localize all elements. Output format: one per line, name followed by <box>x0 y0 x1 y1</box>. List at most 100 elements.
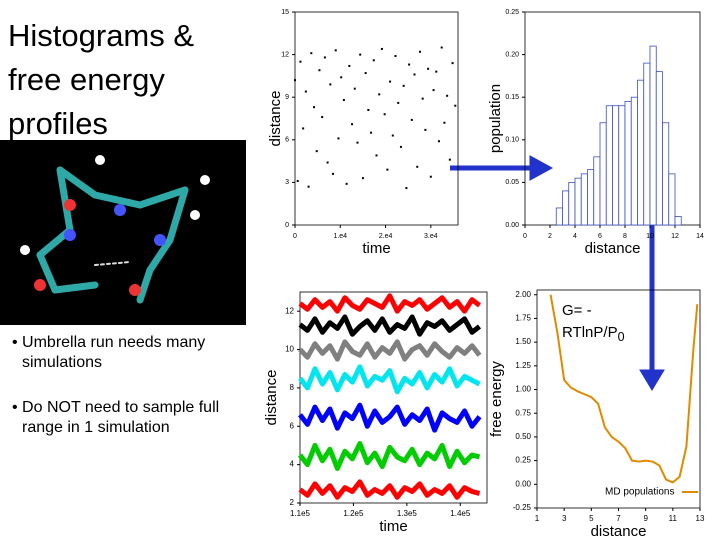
point <box>321 116 324 119</box>
point <box>294 79 296 82</box>
point <box>375 154 378 157</box>
y-tick-label: 6 <box>290 421 295 430</box>
point <box>359 53 362 56</box>
point <box>416 165 419 168</box>
point <box>418 50 421 53</box>
point <box>394 55 397 58</box>
y-tick-label: -0.25 <box>513 503 532 512</box>
x-tick-label: 7 <box>616 514 621 523</box>
point <box>318 69 321 72</box>
y-tick-label: 8 <box>290 383 295 392</box>
series-line <box>298 314 482 337</box>
y-tick-label: 3 <box>285 179 289 186</box>
equation-rhs-line: RTlnP/P0 <box>562 322 625 348</box>
bar <box>593 156 601 226</box>
x-tick-label: 3.e4 <box>424 233 438 240</box>
x-tick-label: 11 <box>669 514 678 523</box>
slide-title: Histograms & free energy profiles <box>8 18 195 141</box>
point <box>410 118 413 121</box>
point <box>440 46 443 49</box>
x-tick-label: 1.4e5 <box>450 509 471 518</box>
y-tick-label: 4 <box>290 460 295 469</box>
y-tick-label: 0.00 <box>515 479 531 488</box>
series-line <box>298 402 482 433</box>
x-tick-label: 13 <box>696 514 705 523</box>
bar <box>624 101 632 226</box>
y-tick-label: 12 <box>281 51 289 58</box>
x-tick-label: 1.2e5 <box>343 509 364 518</box>
legend-label: MD populations <box>605 487 674 498</box>
y-tick-label: 2 <box>290 498 295 507</box>
y-tick-label: 6 <box>285 137 289 144</box>
point <box>315 150 318 153</box>
point <box>296 179 299 182</box>
bullet-text: Do NOT need to sample full range in 1 si… <box>22 399 220 436</box>
y-tick-label: 0 <box>285 222 289 229</box>
y-tick-label: 15 <box>281 9 289 16</box>
arrows <box>450 155 665 391</box>
x-tick-label: 5 <box>589 514 594 523</box>
point <box>383 113 386 116</box>
point <box>351 123 354 126</box>
point <box>356 141 359 144</box>
series-line <box>298 293 482 314</box>
point <box>313 106 316 109</box>
y-tick-label: 9 <box>285 94 289 101</box>
bar <box>674 216 682 226</box>
point <box>302 127 305 130</box>
point <box>307 185 310 188</box>
point <box>345 182 348 185</box>
x-tick-label: 6 <box>598 233 602 240</box>
point <box>332 172 335 175</box>
point <box>370 131 373 134</box>
point <box>399 145 402 148</box>
bar <box>649 45 657 226</box>
bar <box>599 122 607 226</box>
bar <box>637 79 645 226</box>
y-tick-label: 0.10 <box>505 137 519 144</box>
point <box>424 128 427 131</box>
x-axis-label: distance <box>591 523 647 540</box>
bullet: • Do NOT need to sample full range in 1 … <box>12 399 220 436</box>
bullet-text: Umbrella run needs many simulations <box>22 334 206 371</box>
y-tick-label: 1.25 <box>515 361 531 370</box>
point <box>437 140 440 143</box>
point <box>342 99 345 102</box>
y-tick-label: 0.25 <box>505 9 519 16</box>
x-tick-label: 3 <box>562 514 567 523</box>
molecule-image <box>0 140 246 325</box>
point <box>310 52 313 55</box>
x-axis-label: time <box>379 518 407 535</box>
series-line <box>549 294 699 484</box>
y-tick-label: 0.05 <box>505 179 519 186</box>
bar <box>587 169 595 226</box>
y-axis-label: free energy <box>488 361 505 437</box>
equation-rhs: RTlnP/P <box>562 324 618 341</box>
point <box>429 175 432 178</box>
y-tick-label: 0.25 <box>515 456 531 465</box>
x-tick-label: 1.e4 <box>333 233 347 240</box>
point <box>389 80 392 83</box>
x-tick-label: 1.3e5 <box>397 509 418 518</box>
point <box>432 89 435 92</box>
point <box>397 101 400 104</box>
x-tick-label: 12 <box>671 233 679 240</box>
bar <box>568 181 576 226</box>
x-tick-label: 1 <box>535 514 540 523</box>
y-axis-label: distance <box>267 91 284 147</box>
point <box>378 93 381 96</box>
bar <box>668 173 676 226</box>
atoms <box>20 155 210 296</box>
point <box>372 59 375 62</box>
plot-frame <box>294 11 459 226</box>
y-tick-label: 0.50 <box>515 432 531 441</box>
y-tick-label: 1.00 <box>515 385 531 394</box>
equation-lhs: G= - <box>562 302 592 319</box>
y-tick-label: 0.20 <box>505 51 519 58</box>
x-tick-label: 14 <box>696 233 704 240</box>
series-line <box>298 479 481 500</box>
y-tick-label: 0.00 <box>505 222 519 229</box>
y-tick-label: 2.00 <box>515 290 531 299</box>
bar <box>605 105 613 226</box>
